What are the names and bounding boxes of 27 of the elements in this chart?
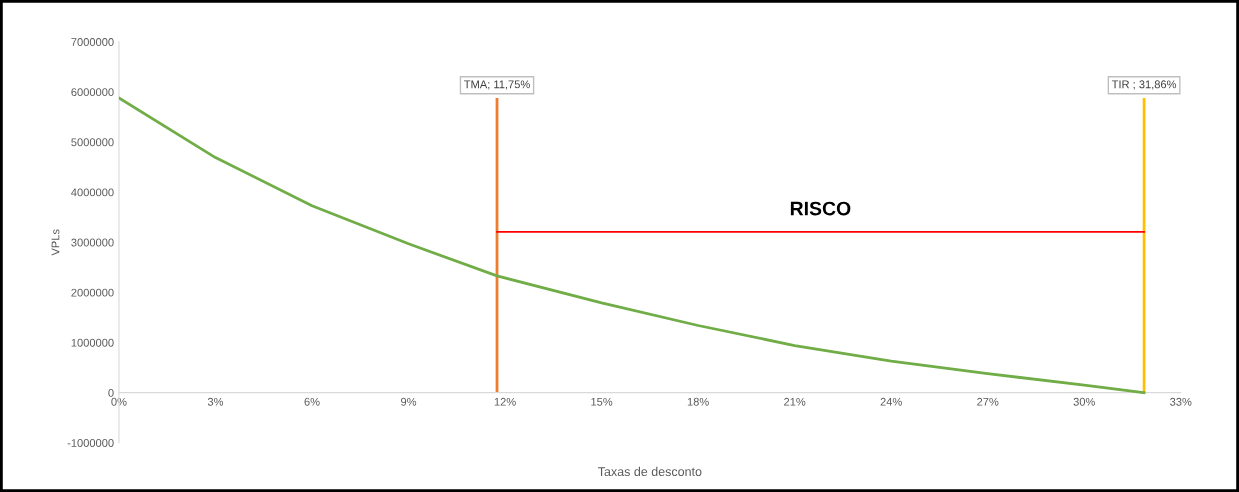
y-tick-label: 7000000 bbox=[71, 38, 114, 46]
x-tick-label: 33% bbox=[1170, 397, 1192, 406]
y-tick-label: 3000000 bbox=[71, 238, 114, 247]
x-tick-label: 0% bbox=[111, 397, 127, 406]
x-tick-label: 24% bbox=[880, 397, 902, 406]
x-tick-label: 30% bbox=[1073, 397, 1095, 406]
x-tick-label: 6% bbox=[304, 397, 320, 406]
y-tick-label: 5000000 bbox=[71, 138, 114, 147]
x-tick-label: 9% bbox=[401, 397, 417, 406]
y-axis-title: VPLs bbox=[51, 229, 60, 256]
ref-line-label: TMA; 11,75% bbox=[464, 80, 530, 90]
y-tick-label: 0 bbox=[108, 388, 114, 397]
y-tick-label: 6000000 bbox=[71, 88, 114, 97]
ref-line-label: TIR ; 31,86% bbox=[1111, 80, 1177, 90]
y-tick-label: 4000000 bbox=[71, 188, 114, 197]
x-axis-title: Taxas de desconto bbox=[598, 466, 702, 477]
x-tick-label: 27% bbox=[977, 397, 999, 406]
line-series bbox=[118, 96, 1146, 395]
x-tick-label: 18% bbox=[687, 397, 709, 406]
x-tick-label: 3% bbox=[207, 397, 224, 406]
annotation: RISCO bbox=[790, 201, 851, 216]
x-tick-label: 12% bbox=[494, 397, 516, 406]
x-tick-label: 21% bbox=[784, 397, 806, 406]
y-tick-label: 2000000 bbox=[71, 288, 114, 297]
x-tick-label: 15% bbox=[591, 397, 613, 406]
y-tick-label: 1000000 bbox=[71, 338, 114, 347]
y-tick-label: -1000000 bbox=[67, 439, 114, 447]
